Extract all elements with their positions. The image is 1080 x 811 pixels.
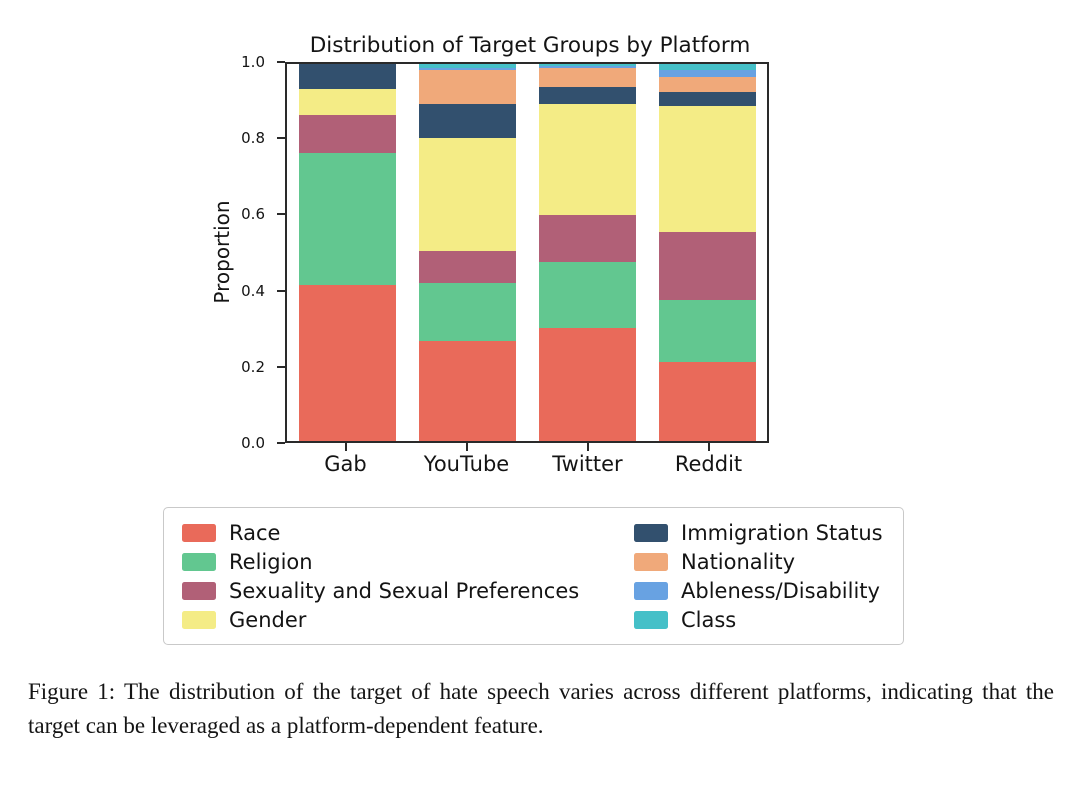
legend-entry: Nationality <box>634 550 885 574</box>
y-tick-mark <box>277 61 285 63</box>
bar-segment-religion <box>298 152 396 285</box>
y-tick-mark <box>277 213 285 216</box>
y-tick-mark <box>277 289 285 292</box>
bar-segment-gender <box>298 88 396 115</box>
legend-swatch <box>182 552 216 571</box>
y-tick-label: 0.4 <box>241 281 265 300</box>
legend-label: Race <box>229 520 281 545</box>
legend-entry: Religion <box>182 550 634 574</box>
bar-segment-ableness-disability <box>418 67 516 70</box>
bar-segment-race <box>538 327 636 441</box>
x-tick-mark <box>465 443 468 451</box>
bar-segment-ableness-disability <box>658 69 756 78</box>
legend-entry: Race <box>182 521 634 545</box>
x-axis-labels: Gab YouTube Twitter Reddit <box>285 452 769 476</box>
legend-swatch <box>634 581 668 600</box>
bar-segment-nationality <box>418 69 516 104</box>
bar-segment-immigration-status <box>658 92 756 106</box>
bar-segment-race <box>298 284 396 441</box>
x-tick-mark <box>707 443 710 451</box>
bar-segment-nationality <box>658 77 756 93</box>
bar-segment-class <box>538 64 636 66</box>
x-tick-mark <box>586 443 589 451</box>
bar-segment-race <box>658 361 756 441</box>
bar-gab <box>298 64 396 441</box>
legend-swatch <box>182 581 216 600</box>
bar-segment-religion <box>418 282 516 342</box>
y-tick-label: 0.6 <box>241 205 265 224</box>
bar-segment-race <box>418 341 516 441</box>
x-tick-mark <box>344 443 347 451</box>
bar-segment-class <box>418 64 516 68</box>
bar-segment-gender <box>658 105 756 232</box>
legend-label: Religion <box>229 549 313 574</box>
legend-label: Ableness/Disability <box>681 578 880 603</box>
bar-reddit <box>658 64 756 441</box>
bar-segment-gender <box>418 137 516 251</box>
legend-entry: Sexuality and Sexual Preferences <box>182 579 634 603</box>
x-tick-cell <box>527 443 648 451</box>
legend-label: Gender <box>229 607 307 632</box>
bar-segment-immigration-status <box>538 86 636 104</box>
legend-swatch <box>634 610 668 629</box>
x-tick-cell <box>648 443 769 451</box>
legend-swatch <box>634 523 668 542</box>
bar-segment-gender <box>538 103 636 215</box>
legend-swatch <box>182 610 216 629</box>
bar-segment-sexuality-and-sexual-preferences <box>538 214 636 262</box>
bar-segment-sexuality-and-sexual-preferences <box>418 250 516 283</box>
legend-label: Immigration Status <box>681 520 883 545</box>
y-axis-tickmarks <box>277 61 285 444</box>
x-axis-tickmarks <box>285 443 769 451</box>
legend-entry: Gender <box>182 608 634 632</box>
legend-label: Nationality <box>681 549 796 574</box>
legend: Race Religion Sexuality and Sexual Prefere… <box>163 507 904 645</box>
y-tick-label: 0.8 <box>241 129 265 148</box>
legend-entry: Immigration Status <box>634 521 885 545</box>
x-tick-label-twitter: Twitter <box>552 452 623 476</box>
y-tick-label: 0.2 <box>241 357 265 376</box>
y-axis-ticks: 0.0 0.2 0.4 0.6 0.8 1.0 <box>230 53 275 452</box>
bar-segment-immigration-status <box>298 64 396 89</box>
plot-area <box>285 62 769 443</box>
bar-segment-sexuality-and-sexual-preferences <box>298 114 396 153</box>
y-tick-mark <box>277 365 285 368</box>
bar-segment-immigration-status <box>418 103 516 138</box>
y-tick-label: 1.0 <box>241 53 265 71</box>
x-tick-label-youtube: YouTube <box>423 452 510 476</box>
bar-segment-class <box>658 64 756 70</box>
x-tick-label-reddit: Reddit <box>674 452 743 476</box>
x-tick-cell <box>285 443 406 451</box>
bar-segment-religion <box>658 299 756 362</box>
chart-title: Distribution of Target Groups by Platfor… <box>309 33 751 58</box>
legend-swatch <box>182 523 216 542</box>
bar-twitter <box>538 64 636 441</box>
x-tick-label-gab: Gab <box>324 452 367 476</box>
y-tick-mark <box>277 137 285 140</box>
bar-segment-ableness-disability <box>538 65 636 68</box>
y-tick-mark <box>277 442 285 444</box>
bar-segment-sexuality-and-sexual-preferences <box>658 231 756 300</box>
legend-entry: Ableness/Disability <box>634 579 885 603</box>
x-tick-cell <box>406 443 527 451</box>
figure-caption: Figure 1: The distribution of the target… <box>28 679 1054 738</box>
legend-swatch <box>634 552 668 571</box>
y-tick-label: 0.0 <box>241 434 265 452</box>
legend-label: Class <box>681 607 737 632</box>
bar-segment-nationality <box>538 67 636 87</box>
bar-youtube <box>418 64 516 441</box>
bar-segment-religion <box>538 261 636 328</box>
legend-label: Sexuality and Sexual Preferences <box>229 578 580 603</box>
legend-entry: Class <box>634 608 885 632</box>
